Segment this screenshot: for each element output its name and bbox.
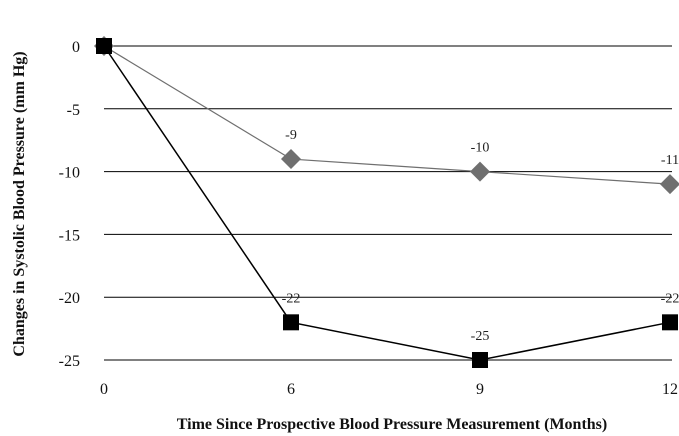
series-2-line — [103, 45, 671, 361]
y-tick-label: -25 — [59, 353, 80, 370]
series-1-data-label: -11 — [661, 153, 679, 168]
series-1-point — [470, 161, 490, 182]
series-1-point — [281, 149, 301, 170]
y-tick-label: -5 — [67, 102, 80, 119]
axis-layer: 0 -5 -10 -15 -20 -25 0 6 9 12 — [59, 39, 678, 398]
label-layer: -9 -10 -11 -22 -25 -22 — [282, 128, 679, 344]
x-tick-label: 12 — [662, 381, 678, 398]
series-2-point — [96, 38, 112, 54]
y-tick-label: 0 — [72, 39, 80, 56]
series-2-data-label: -25 — [471, 329, 490, 344]
y-tick-label: -20 — [59, 290, 80, 307]
y-tick-label: -10 — [59, 165, 80, 182]
series-1-line — [103, 45, 671, 185]
x-tick-label: 6 — [287, 381, 295, 398]
series-2-point — [662, 314, 678, 331]
y-axis-title: Changes in Systolic Blood Pressure (mm H… — [11, 51, 28, 356]
series-1-data-label: -10 — [471, 141, 490, 156]
grid-layer — [104, 45, 672, 361]
series-2-point — [283, 314, 299, 331]
series-2-point — [472, 352, 488, 368]
series-layer — [94, 36, 679, 368]
x-tick-label: 0 — [100, 381, 108, 398]
series-1-point — [660, 174, 679, 195]
x-axis-title: Time Since Prospective Blood Pressure Me… — [177, 416, 607, 433]
series-2-data-label: -22 — [282, 291, 301, 306]
x-tick-label: 9 — [476, 381, 484, 398]
series-1-data-label: -9 — [285, 128, 297, 143]
y-tick-label: -15 — [59, 227, 80, 244]
series-2-data-label: -22 — [661, 291, 679, 306]
